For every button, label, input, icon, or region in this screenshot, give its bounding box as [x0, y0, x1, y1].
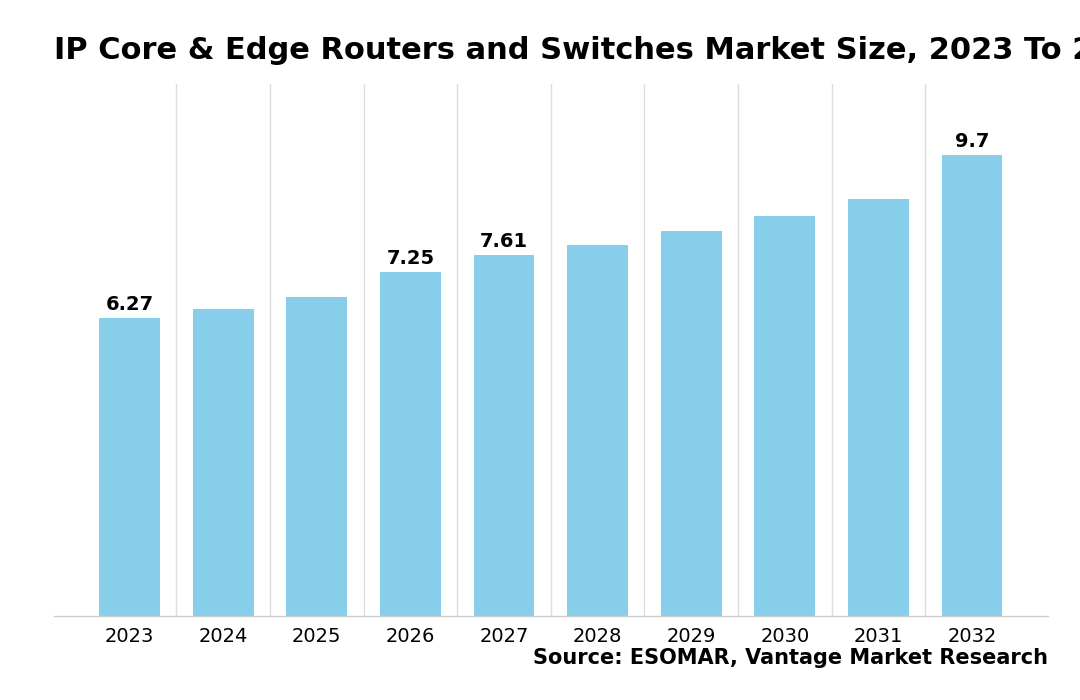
Text: Source: ESOMAR, Vantage Market Research: Source: ESOMAR, Vantage Market Research [532, 648, 1048, 668]
Bar [380, 272, 441, 616]
Bar [567, 244, 629, 616]
Text: IP Core & Edge Routers and Switches Market Size, 2023 To 2032 (USD Billion): IP Core & Edge Routers and Switches Mark… [54, 36, 1080, 65]
Bar [848, 199, 909, 616]
Bar [473, 255, 535, 616]
Text: 7.61: 7.61 [480, 232, 528, 251]
Bar [192, 309, 254, 616]
Text: 6.27: 6.27 [106, 295, 153, 314]
Bar [661, 231, 721, 616]
Bar [755, 216, 815, 616]
Bar [942, 155, 1002, 616]
Text: 7.25: 7.25 [387, 248, 434, 268]
Bar [286, 297, 347, 616]
Text: 9.7: 9.7 [955, 132, 989, 151]
Bar [99, 318, 160, 616]
